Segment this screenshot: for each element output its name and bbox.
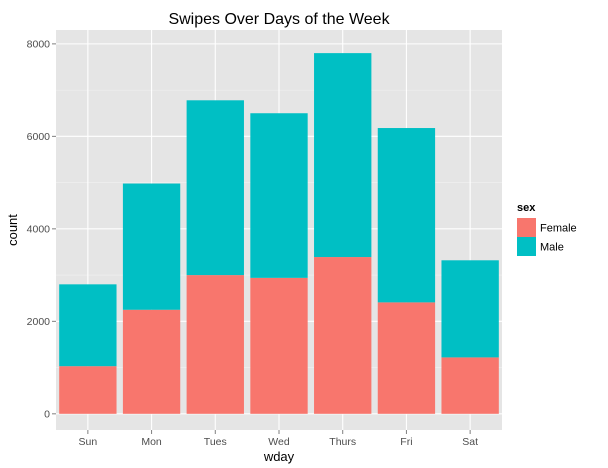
y-tick-label: 2000 xyxy=(27,316,51,328)
legend-key-female xyxy=(517,218,536,237)
y-tick-label: 4000 xyxy=(27,223,51,235)
x-axis: Sun Mon Tues Wed Thurs Fri Sat xyxy=(79,430,478,448)
bar-male-fri xyxy=(377,128,436,303)
legend-label-female: Female xyxy=(540,223,577,235)
bar-male-thurs xyxy=(314,53,372,258)
legend-title: sex xyxy=(517,202,536,214)
x-tick-label: Sat xyxy=(462,436,478,448)
legend-key-male xyxy=(517,237,536,256)
x-tick-label: Wed xyxy=(268,436,290,448)
bar-female-wed xyxy=(250,277,308,414)
x-tick-label: Mon xyxy=(141,436,162,448)
chart-title: Swipes Over Days of the Week xyxy=(168,11,390,28)
bar-male-mon xyxy=(122,183,181,310)
bar-male-tues xyxy=(186,100,244,276)
legend: sex Female Male xyxy=(517,202,577,256)
bar-female-thurs xyxy=(314,257,372,414)
bar-male-sat xyxy=(441,260,499,358)
y-axis-title: count xyxy=(5,214,20,246)
y-tick-label: 0 xyxy=(44,408,50,420)
bar-male-wed xyxy=(250,113,308,278)
x-axis-title: wday xyxy=(263,449,295,464)
bar-female-fri xyxy=(377,302,436,414)
bar-male-sun xyxy=(59,284,117,367)
y-tick-label: 6000 xyxy=(27,131,51,143)
bar-female-mon xyxy=(122,309,181,414)
x-tick-label: Sun xyxy=(79,436,98,448)
x-tick-label: Thurs xyxy=(329,436,356,448)
bar-female-tues xyxy=(186,275,244,414)
bar-female-sat xyxy=(441,357,499,414)
x-tick-label: Tues xyxy=(204,436,227,448)
y-axis: 0 2000 4000 6000 8000 xyxy=(27,38,56,420)
bars xyxy=(59,53,499,414)
x-tick-label: Fri xyxy=(400,436,412,448)
y-tick-label: 8000 xyxy=(27,38,51,50)
bar-female-sun xyxy=(59,366,117,414)
legend-label-male: Male xyxy=(540,242,564,254)
